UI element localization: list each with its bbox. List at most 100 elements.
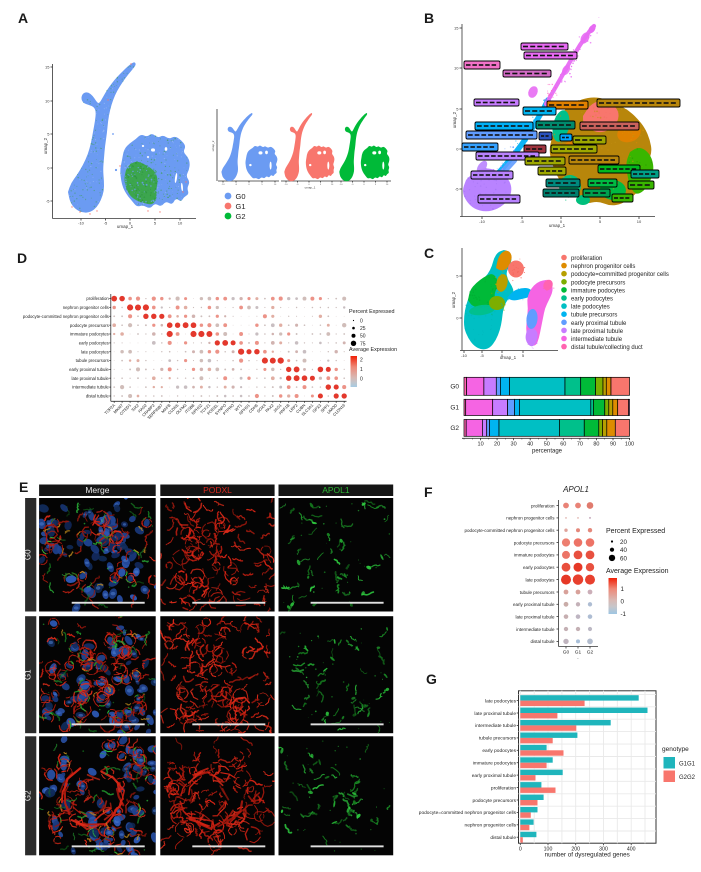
svg-text:5: 5 — [375, 184, 377, 186]
svg-text:nephron progenitor cells: nephron progenitor cells — [63, 305, 109, 310]
svg-text:APOL1: APOL1 — [562, 485, 589, 494]
svg-text:-5: -5 — [455, 187, 459, 192]
svg-text:75: 75 — [360, 341, 366, 347]
svg-text:tubule precursors: tubule precursors — [520, 590, 556, 595]
svg-text:0: 0 — [47, 166, 50, 171]
svg-text:A: A — [18, 10, 28, 26]
svg-text:30: 30 — [511, 441, 517, 447]
svg-text:0: 0 — [560, 219, 563, 224]
svg-text:early proximal tubule: early proximal tubule — [69, 367, 109, 372]
svg-text:early proximal tubule: early proximal tubule — [472, 773, 517, 779]
svg-text:podocyte-committed nephron pro: podocyte-committed nephron progenitor ce… — [23, 314, 109, 319]
svg-text:umap_2: umap_2 — [452, 111, 457, 128]
svg-text:10: 10 — [274, 184, 277, 186]
svg-text:early proximal tubule: early proximal tubule — [513, 602, 555, 607]
svg-text:early podocytes: early podocytes — [571, 297, 613, 303]
svg-text:5: 5 — [261, 184, 263, 186]
svg-text:5: 5 — [599, 219, 602, 224]
svg-text:early podocytes: early podocytes — [79, 341, 109, 346]
svg-text:SIX2: SIX2 — [130, 402, 140, 412]
svg-text:distal tubule: distal tubule — [530, 639, 555, 644]
svg-text:G1: G1 — [24, 669, 33, 680]
svg-text:70: 70 — [577, 441, 583, 447]
svg-text:CUBN: CUBN — [295, 403, 307, 415]
svg-text:10: 10 — [386, 184, 389, 186]
svg-text:Percent Expressed: Percent Expressed — [349, 309, 395, 315]
svg-text:umap_1: umap_1 — [117, 224, 134, 229]
svg-text:15: 15 — [454, 26, 459, 31]
svg-text:0: 0 — [363, 184, 365, 186]
svg-text:intermediate tubule: intermediate tubule — [571, 337, 623, 343]
svg-text:20: 20 — [494, 441, 500, 447]
svg-text:-10: -10 — [78, 221, 85, 226]
svg-text:-1: -1 — [621, 611, 627, 618]
svg-text:early proximal tubule: early proximal tubule — [571, 321, 627, 327]
svg-text:10: 10 — [454, 66, 459, 71]
svg-text:Average Expression: Average Expression — [606, 568, 669, 575]
svg-text:5: 5 — [522, 353, 525, 358]
svg-text:immature podocytes: immature podocytes — [571, 288, 625, 294]
svg-text:40: 40 — [527, 441, 533, 447]
svg-text:nephron progenitor cells: nephron progenitor cells — [465, 823, 517, 829]
svg-text:60: 60 — [620, 555, 627, 562]
svg-text:5: 5 — [456, 274, 459, 279]
svg-text:G1: G1 — [236, 202, 246, 211]
svg-text:E: E — [19, 479, 28, 495]
svg-text:G: G — [426, 671, 437, 687]
svg-text:5: 5 — [456, 107, 459, 112]
svg-text:immature podocytes: immature podocytes — [70, 332, 109, 337]
svg-text:podocyte precursors: podocyte precursors — [571, 280, 625, 286]
svg-text:5: 5 — [154, 221, 157, 226]
svg-text:G1G1: G1G1 — [679, 762, 696, 768]
svg-text:100: 100 — [625, 441, 634, 447]
svg-text:0: 0 — [519, 847, 522, 853]
svg-text:WT1: WT1 — [233, 402, 243, 412]
svg-text:intermediate tubule: intermediate tubule — [475, 723, 516, 729]
svg-text:GPX3: GPX3 — [311, 402, 323, 414]
svg-text:umap_1: umap_1 — [500, 355, 517, 360]
svg-text:Merge: Merge — [85, 485, 109, 495]
svg-text:podocyte=committed nephron pro: podocyte=committed nephron progenitor ce… — [419, 810, 517, 816]
svg-text:-5: -5 — [46, 199, 50, 204]
svg-text:SPP1: SPP1 — [319, 402, 330, 413]
svg-text:tubule precursors: tubule precursors — [571, 313, 617, 319]
svg-text:G0: G0 — [236, 192, 246, 201]
svg-text:APOL1: APOL1 — [322, 485, 350, 495]
svg-text:-10: -10 — [479, 219, 486, 224]
svg-text:PAX2: PAX2 — [264, 402, 275, 413]
svg-text:50: 50 — [360, 334, 366, 340]
svg-text:0: 0 — [360, 377, 363, 383]
svg-text:number of dysregulated genes: number of dysregulated genes — [545, 852, 630, 859]
svg-text:G2: G2 — [587, 650, 594, 656]
svg-text:C: C — [424, 245, 434, 261]
svg-text:40: 40 — [620, 547, 627, 554]
svg-text:PODXL: PODXL — [203, 485, 232, 495]
svg-text:G0: G0 — [24, 549, 33, 560]
svg-text:intermediate tubule: intermediate tubule — [72, 385, 109, 390]
svg-text:-5: -5 — [297, 184, 300, 186]
svg-text:genotype: genotype — [662, 746, 689, 753]
svg-text:proliferation: proliferation — [491, 785, 516, 791]
svg-text:-10: -10 — [284, 184, 288, 186]
svg-text:JAG1: JAG1 — [272, 402, 283, 413]
svg-text:intermediate tubule: intermediate tubule — [516, 627, 555, 632]
svg-text:G2: G2 — [450, 425, 459, 432]
svg-text:F: F — [424, 484, 433, 500]
svg-text:CDH6: CDH6 — [248, 402, 260, 414]
svg-text:0: 0 — [456, 316, 459, 321]
svg-text:nephron progenitor cells: nephron progenitor cells — [571, 264, 635, 270]
svg-text:podocyte-committed nephron pro: podocyte-committed nephron progenitor ce… — [464, 528, 555, 533]
svg-text:0: 0 — [621, 599, 625, 606]
svg-text:podocyte precursors: podocyte precursors — [70, 323, 109, 328]
svg-text:100: 100 — [544, 847, 553, 853]
svg-text:5: 5 — [47, 132, 50, 137]
svg-text:distal tubule: distal tubule — [86, 394, 110, 399]
svg-text:podocyte precursors: podocyte precursors — [514, 540, 556, 545]
svg-text:2: 2 — [360, 358, 363, 364]
svg-text:late podocytes: late podocytes — [81, 349, 109, 354]
svg-text:distal tubule/collecting duct: distal tubule/collecting duct — [571, 345, 643, 351]
svg-text:5: 5 — [320, 184, 322, 186]
svg-text:25: 25 — [360, 326, 366, 332]
svg-text:0: 0 — [501, 353, 504, 358]
svg-text:G2: G2 — [24, 790, 33, 801]
